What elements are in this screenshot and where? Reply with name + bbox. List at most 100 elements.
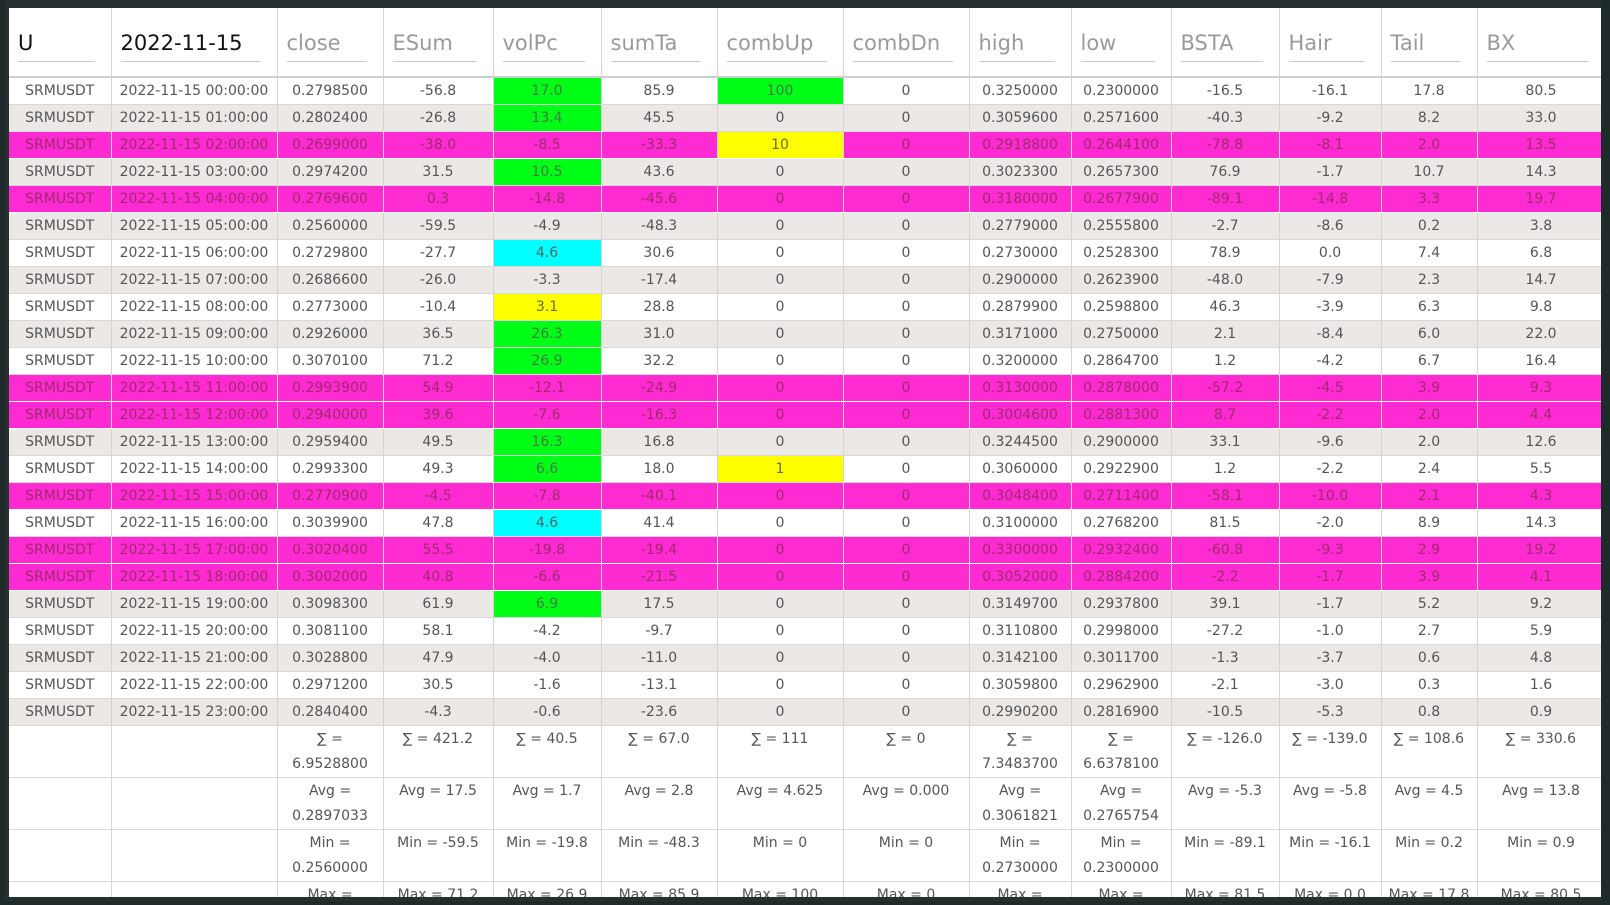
table-row[interactable]: SRMUSDT 2022-11-15 02:00:00 0.2699000 -38.0… bbox=[9, 131, 1601, 159]
table-row[interactable]: SRMUSDT 2022-11-15 13:00:00 0.2959400 49.5 1… bbox=[9, 428, 1601, 456]
cell-bx: 4.1 bbox=[1477, 563, 1601, 591]
cell-symbol: SRMUSDT bbox=[9, 320, 112, 348]
cell-symbol: SRMUSDT bbox=[9, 428, 112, 456]
cell-volpc: 6.6 bbox=[493, 455, 602, 483]
footer-sum-close: ∑ = 6.9528800 bbox=[277, 725, 384, 778]
cell-bsta: -16.5 bbox=[1171, 77, 1280, 105]
cell-high: 0.3250000 bbox=[969, 77, 1072, 105]
table-row[interactable]: SRMUSDT 2022-11-15 04:00:00 0.2769600 0.3 -1… bbox=[9, 185, 1601, 213]
cell-combdn: 0 bbox=[843, 347, 970, 375]
cell-combup: 0 bbox=[717, 266, 844, 294]
column-header-combup[interactable]: combUp bbox=[717, 0, 844, 78]
footer-avg-bsta: Avg = -5.3 bbox=[1171, 777, 1280, 830]
cell-esum: -38.0 bbox=[383, 131, 494, 159]
cell-bsta: 1.2 bbox=[1171, 347, 1280, 375]
cell-close: 0.2798500 bbox=[277, 77, 384, 105]
column-header-bsta[interactable]: BSTA bbox=[1171, 0, 1280, 78]
cell-close: 0.3039900 bbox=[277, 509, 384, 537]
table-row[interactable]: SRMUSDT 2022-11-15 20:00:00 0.3081100 58.1-… bbox=[9, 617, 1601, 645]
table-row[interactable]: SRMUSDT 2022-11-15 19:00:00 0.3098300 61.9 6… bbox=[9, 590, 1601, 618]
cell-symbol: SRMUSDT bbox=[9, 563, 112, 591]
cell-high: 0.3130000 bbox=[969, 374, 1072, 402]
table-row[interactable]: SRMUSDT 2022-11-15 15:00:00 0.2770900 -4.5-… bbox=[9, 482, 1601, 510]
table-row[interactable]: SRMUSDT 2022-11-15 07:00:00 0.2686600 -26.0… bbox=[9, 266, 1601, 294]
footer-max-close: Max = 0.3098300 bbox=[277, 881, 384, 897]
cell-time: 2022-11-15 01:00:00 bbox=[111, 104, 278, 132]
cell-time: 2022-11-15 10:00:00 bbox=[111, 347, 278, 375]
table-header: U 2022-11-15 close ESum volPc sumTa combUp co… bbox=[9, 0, 1601, 78]
column-header-low[interactable]: low bbox=[1071, 0, 1172, 78]
column-header-date[interactable]: 2022-11-15 bbox=[111, 0, 278, 78]
footer-empty-cell bbox=[9, 777, 112, 830]
cell-low: 0.2962900 bbox=[1071, 671, 1172, 699]
cell-tail: 6.3 bbox=[1381, 293, 1478, 321]
column-header-tail[interactable]: Tail bbox=[1381, 0, 1478, 78]
footer-min-low: Min = 0.2300000 bbox=[1071, 829, 1172, 882]
table-row[interactable]: SRMUSDT 2022-11-15 18:00:00 0.3002000 40.8-… bbox=[9, 563, 1601, 591]
table-row[interactable]: SRMUSDT 2022-11-15 10:00:00 0.3070100 71.2 2… bbox=[9, 347, 1601, 375]
table-row[interactable]: SRMUSDT 2022-11-15 23:00:00 0.2840400 -4.3-… bbox=[9, 698, 1601, 726]
table-row[interactable]: SRMUSDT 2022-11-15 01:00:00 0.2802400 -26.8… bbox=[9, 104, 1601, 132]
footer-min-sumta: Min = -48.3 bbox=[601, 829, 718, 882]
column-header-combdn[interactable]: combDn bbox=[843, 0, 970, 78]
footer-max-bx: Max = 80.5 bbox=[1477, 881, 1601, 897]
column-header-close[interactable]: close bbox=[277, 0, 384, 78]
column-header-label: close bbox=[286, 23, 367, 62]
table-row[interactable]: SRMUSDT 2022-11-15 11:00:00 0.2993900 54.9-… bbox=[9, 374, 1601, 402]
table-row[interactable]: SRMUSDT 2022-11-15 21:00:00 0.3028800 47.9-… bbox=[9, 644, 1601, 672]
cell-sumta: 41.4 bbox=[601, 509, 718, 537]
table-row[interactable]: SRMUSDT 2022-11-15 05:00:00 0.2560000 -59.5… bbox=[9, 212, 1601, 240]
footer-sum-volpc: ∑ = 40.5 bbox=[493, 725, 602, 778]
cell-combup: 0 bbox=[717, 536, 844, 564]
cell-volpc: 6.9 bbox=[493, 590, 602, 618]
cell-time: 2022-11-15 19:00:00 bbox=[111, 590, 278, 618]
cell-tail: 0.6 bbox=[1381, 644, 1478, 672]
cell-bsta: -57.2 bbox=[1171, 374, 1280, 402]
table-row[interactable]: SRMUSDT 2022-11-15 06:00:00 0.2729800 -27.7… bbox=[9, 239, 1601, 267]
cell-time: 2022-11-15 16:00:00 bbox=[111, 509, 278, 537]
column-header-hair[interactable]: Hair bbox=[1279, 0, 1382, 78]
footer-max-bsta: Max = 81.5 bbox=[1171, 881, 1280, 897]
cell-combdn: 0 bbox=[843, 239, 970, 267]
table-row[interactable]: SRMUSDT 2022-11-15 09:00:00 0.2926000 36.5 2… bbox=[9, 320, 1601, 348]
table-row[interactable]: SRMUSDT 2022-11-15 03:00:00 0.2974200 31.5 1… bbox=[9, 158, 1601, 186]
footer-min-esum: Min = -59.5 bbox=[383, 829, 494, 882]
table-row[interactable]: SRMUSDT 2022-11-15 16:00:00 0.3039900 47.8 4… bbox=[9, 509, 1601, 537]
cell-high: 0.3110800 bbox=[969, 617, 1072, 645]
cell-hair: -1.0 bbox=[1279, 617, 1382, 645]
column-header-high[interactable]: high bbox=[969, 0, 1072, 78]
footer-avg-hair: Avg = -5.8 bbox=[1279, 777, 1382, 830]
cell-sumta: -33.3 bbox=[601, 131, 718, 159]
cell-high: 0.3004600 bbox=[969, 401, 1072, 429]
cell-combup: 0 bbox=[717, 374, 844, 402]
cell-volpc: 26.9 bbox=[493, 347, 602, 375]
cell-bx: 9.8 bbox=[1477, 293, 1601, 321]
column-header-symbol[interactable]: U bbox=[9, 0, 112, 78]
column-header-esum[interactable]: ESum bbox=[383, 0, 494, 78]
table-row[interactable]: SRMUSDT 2022-11-15 08:00:00 0.2773000 -10.4… bbox=[9, 293, 1601, 321]
cell-bsta: 8.7 bbox=[1171, 401, 1280, 429]
table-row[interactable]: SRMUSDT 2022-11-15 00:00:00 0.2798500 -56.8… bbox=[9, 77, 1601, 105]
cell-bx: 4.4 bbox=[1477, 401, 1601, 429]
footer-sum-esum: ∑ = 421.2 bbox=[383, 725, 494, 778]
cell-bsta: 81.5 bbox=[1171, 509, 1280, 537]
column-header-bx[interactable]: BX bbox=[1477, 0, 1601, 78]
cell-symbol: SRMUSDT bbox=[9, 455, 112, 483]
column-header-sumta[interactable]: sumTa bbox=[601, 0, 718, 78]
footer-min-combdn: Min = 0 bbox=[843, 829, 970, 882]
cell-low: 0.2816900 bbox=[1071, 698, 1172, 726]
table-row[interactable]: SRMUSDT 2022-11-15 14:00:00 0.2993300 49.3 6… bbox=[9, 455, 1601, 483]
cell-high: 0.2918800 bbox=[969, 131, 1072, 159]
cell-high: 0.2900000 bbox=[969, 266, 1072, 294]
cell-esum: 71.2 bbox=[383, 347, 494, 375]
column-header-volpc[interactable]: volPc bbox=[493, 0, 602, 78]
cell-volpc: -6.6 bbox=[493, 563, 602, 591]
table-row[interactable]: SRMUSDT 2022-11-15 22:00:00 0.2971200 30.5-… bbox=[9, 671, 1601, 699]
cell-hair: 0.0 bbox=[1279, 239, 1382, 267]
table-row[interactable]: SRMUSDT 2022-11-15 12:00:00 0.2940000 39.6-… bbox=[9, 401, 1601, 429]
table-row[interactable]: SRMUSDT 2022-11-15 17:00:00 0.3020400 55.5-… bbox=[9, 536, 1601, 564]
footer-avg-esum: Avg = 17.5 bbox=[383, 777, 494, 830]
footer-empty-cell bbox=[111, 829, 278, 882]
cell-sumta: 28.8 bbox=[601, 293, 718, 321]
cell-hair: -7.9 bbox=[1279, 266, 1382, 294]
